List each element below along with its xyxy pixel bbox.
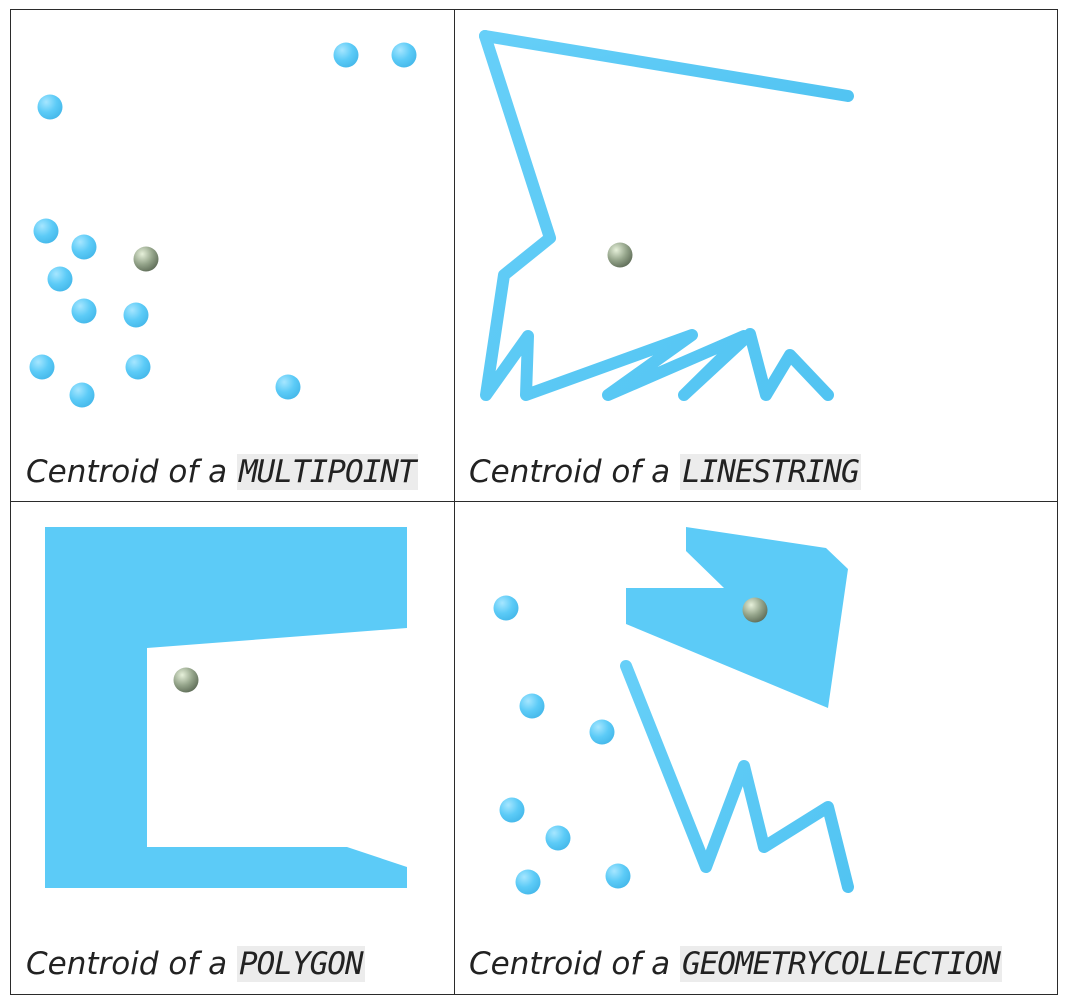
centroid-point [607,242,633,268]
point [519,693,545,719]
caption-prefix: Centroid of a [26,454,237,490]
centroid-point [133,246,159,272]
point [47,266,73,292]
collection-polygon [626,527,848,708]
polygon-shape [45,527,407,888]
geometrycollection-diagram [493,527,854,895]
caption-code: GEOMETRYCOLLECTION [679,946,1002,982]
point [33,218,59,244]
point [545,825,571,851]
caption-multipoint: Centroid of a MULTIPOINT [26,452,418,492]
panel-multipoint: Centroid of a MULTIPOINT [10,9,454,501]
caption-code: LINESTRING [679,454,861,490]
collection-points [493,595,631,895]
point [37,94,63,120]
point [29,354,55,380]
collection-linestring [620,660,854,893]
point [493,595,519,621]
point [69,382,95,408]
caption-geometrycollection: Centroid of a GEOMETRYCOLLECTION [469,944,1002,984]
panel-polygon: Centroid of a POLYGON [10,501,454,995]
point [515,869,541,895]
centroid-point [742,597,768,623]
grid-divider-vertical [454,10,455,994]
multipoint-diagram [29,42,417,408]
figure-grid [10,9,1058,995]
caption-linestring: Centroid of a LINESTRING [469,452,861,492]
caption-prefix: Centroid of a [26,946,237,982]
panel-linestring: Centroid of a LINESTRING [454,9,1058,501]
grid-divider-horizontal [11,501,1057,502]
panel-geometrycollection: Centroid of a GEOMETRYCOLLECTION [454,501,1058,995]
linestring-path [479,30,834,401]
point [391,42,417,68]
caption-prefix: Centroid of a [469,454,680,490]
centroid-point [173,667,199,693]
point [71,234,97,260]
point [589,719,615,745]
caption-code: POLYGON [236,946,365,982]
point [275,374,301,400]
caption-polygon: Centroid of a POLYGON [26,944,365,984]
point [123,302,149,328]
point [125,354,151,380]
linestring-path [479,30,854,102]
polygon-diagram [45,527,407,888]
point [333,42,359,68]
point [605,863,631,889]
multipoint-points [29,42,417,408]
caption-prefix: Centroid of a [469,946,680,982]
linestring-diagram [479,30,854,401]
caption-code: MULTIPOINT [236,454,418,490]
point [499,797,525,823]
point [71,298,97,324]
